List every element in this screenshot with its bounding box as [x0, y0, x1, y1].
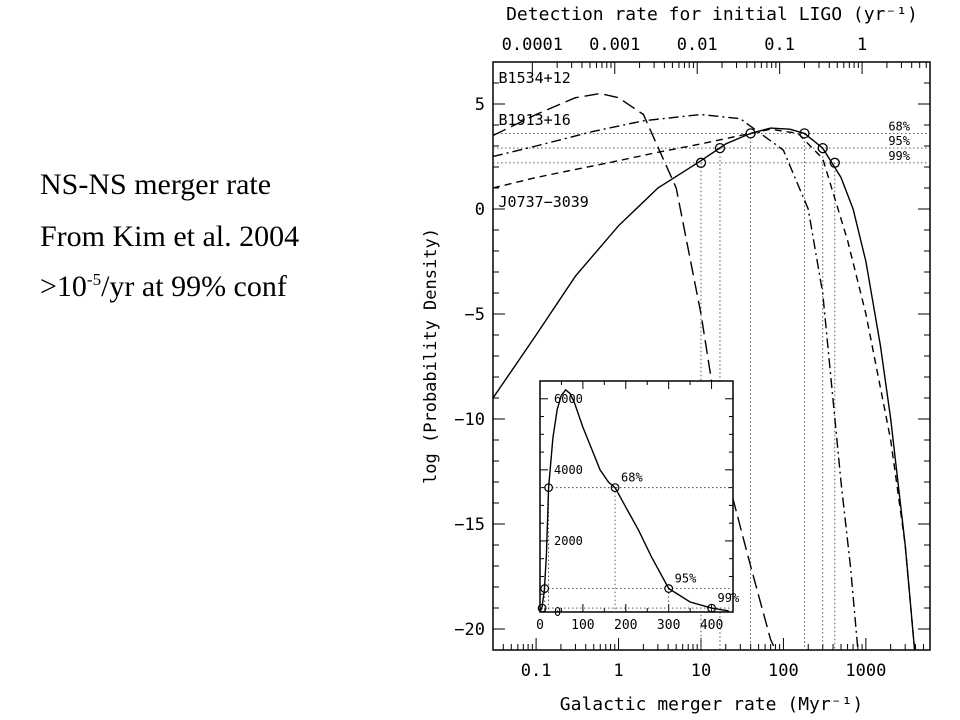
y-tick-label: −15	[454, 515, 485, 535]
inset-x-tick-label: 100	[571, 618, 594, 633]
x-tick-label: 10	[691, 661, 711, 681]
inset-confidence-marker-high	[664, 584, 674, 593]
inset-y-tick-label: 0	[554, 605, 561, 619]
series-line-3	[493, 127, 916, 650]
confidence-marker-low	[745, 128, 756, 139]
side-note-line-1: NS-NS merger rate	[40, 168, 272, 201]
inset-confidence-label: 68%	[621, 471, 643, 485]
series-label: B1913+16	[499, 111, 571, 129]
inset-y-tick-label: 4000	[554, 463, 583, 477]
side-note-exponent: -5	[86, 270, 102, 289]
top-axis-title: Detection rate for initial LIGO (yr⁻¹)	[506, 4, 918, 25]
series-label: J0737−3039	[499, 193, 589, 211]
confidence-label: 68%	[888, 119, 910, 133]
x-tick-label: 1000	[845, 661, 886, 681]
inset-confidence-marker-low	[540, 584, 550, 593]
inset-confidence-marker-high	[610, 483, 620, 493]
series-line-0	[493, 92, 777, 650]
confidence-label: 95%	[888, 134, 910, 148]
inset-x-tick-label: 200	[614, 618, 637, 633]
x-tick-label: 100	[768, 661, 799, 681]
y-tick-label: −20	[454, 620, 485, 640]
inset-confidence-label: 95%	[675, 572, 697, 586]
y-tick-label: −10	[454, 410, 485, 430]
inset-x-tick-label: 300	[657, 618, 680, 633]
inset-y-tick-label: 2000	[554, 534, 583, 548]
inset-series-line	[540, 388, 729, 612]
top-tick-label: 0.01	[677, 35, 718, 55]
y-tick-label: 0	[475, 200, 485, 220]
y-axis-title: log (Probability Density)	[421, 228, 441, 484]
top-tick-label: 0.0001	[502, 35, 563, 55]
inset-confidence-marker-low	[544, 483, 553, 493]
x-axis-title: Galactic merger rate (Myr⁻¹)	[560, 694, 863, 715]
x-tick-label: 0.1	[521, 661, 552, 681]
side-note-line-2: From Kim et al. 2004	[40, 220, 300, 253]
confidence-marker-high	[829, 157, 840, 168]
side-note-line-3: >10-5/yr at 99% conf	[40, 270, 287, 304]
y-tick-label: −5	[465, 305, 485, 325]
inset-x-tick-label: 0	[536, 618, 544, 633]
x-tick-label: 1	[613, 661, 623, 681]
top-tick-label: 0.1	[764, 35, 795, 55]
series-line-2	[493, 128, 916, 650]
y-tick-label: 5	[475, 95, 485, 115]
confidence-marker-high	[799, 128, 810, 139]
confidence-label: 99%	[888, 149, 910, 163]
inset-confidence-marker-low	[537, 603, 547, 613]
top-tick-label: 0.001	[589, 35, 640, 55]
top-tick-label: 1	[857, 35, 867, 55]
confidence-marker-low	[714, 142, 726, 154]
confidence-marker-high	[817, 142, 828, 154]
confidence-marker-low	[695, 157, 707, 168]
inset-confidence-label: 99%	[718, 591, 740, 605]
side-note-suffix: /yr at 99% conf	[101, 270, 287, 303]
series-group	[493, 92, 916, 650]
inset-x-tick-label: 400	[700, 618, 723, 633]
side-note-prefix: >10	[40, 270, 87, 303]
inset-confidence-marker-high	[707, 603, 716, 613]
series-label: B1534+12	[499, 69, 571, 87]
inset-frame	[539, 380, 734, 613]
confidence-guides	[493, 132, 930, 650]
